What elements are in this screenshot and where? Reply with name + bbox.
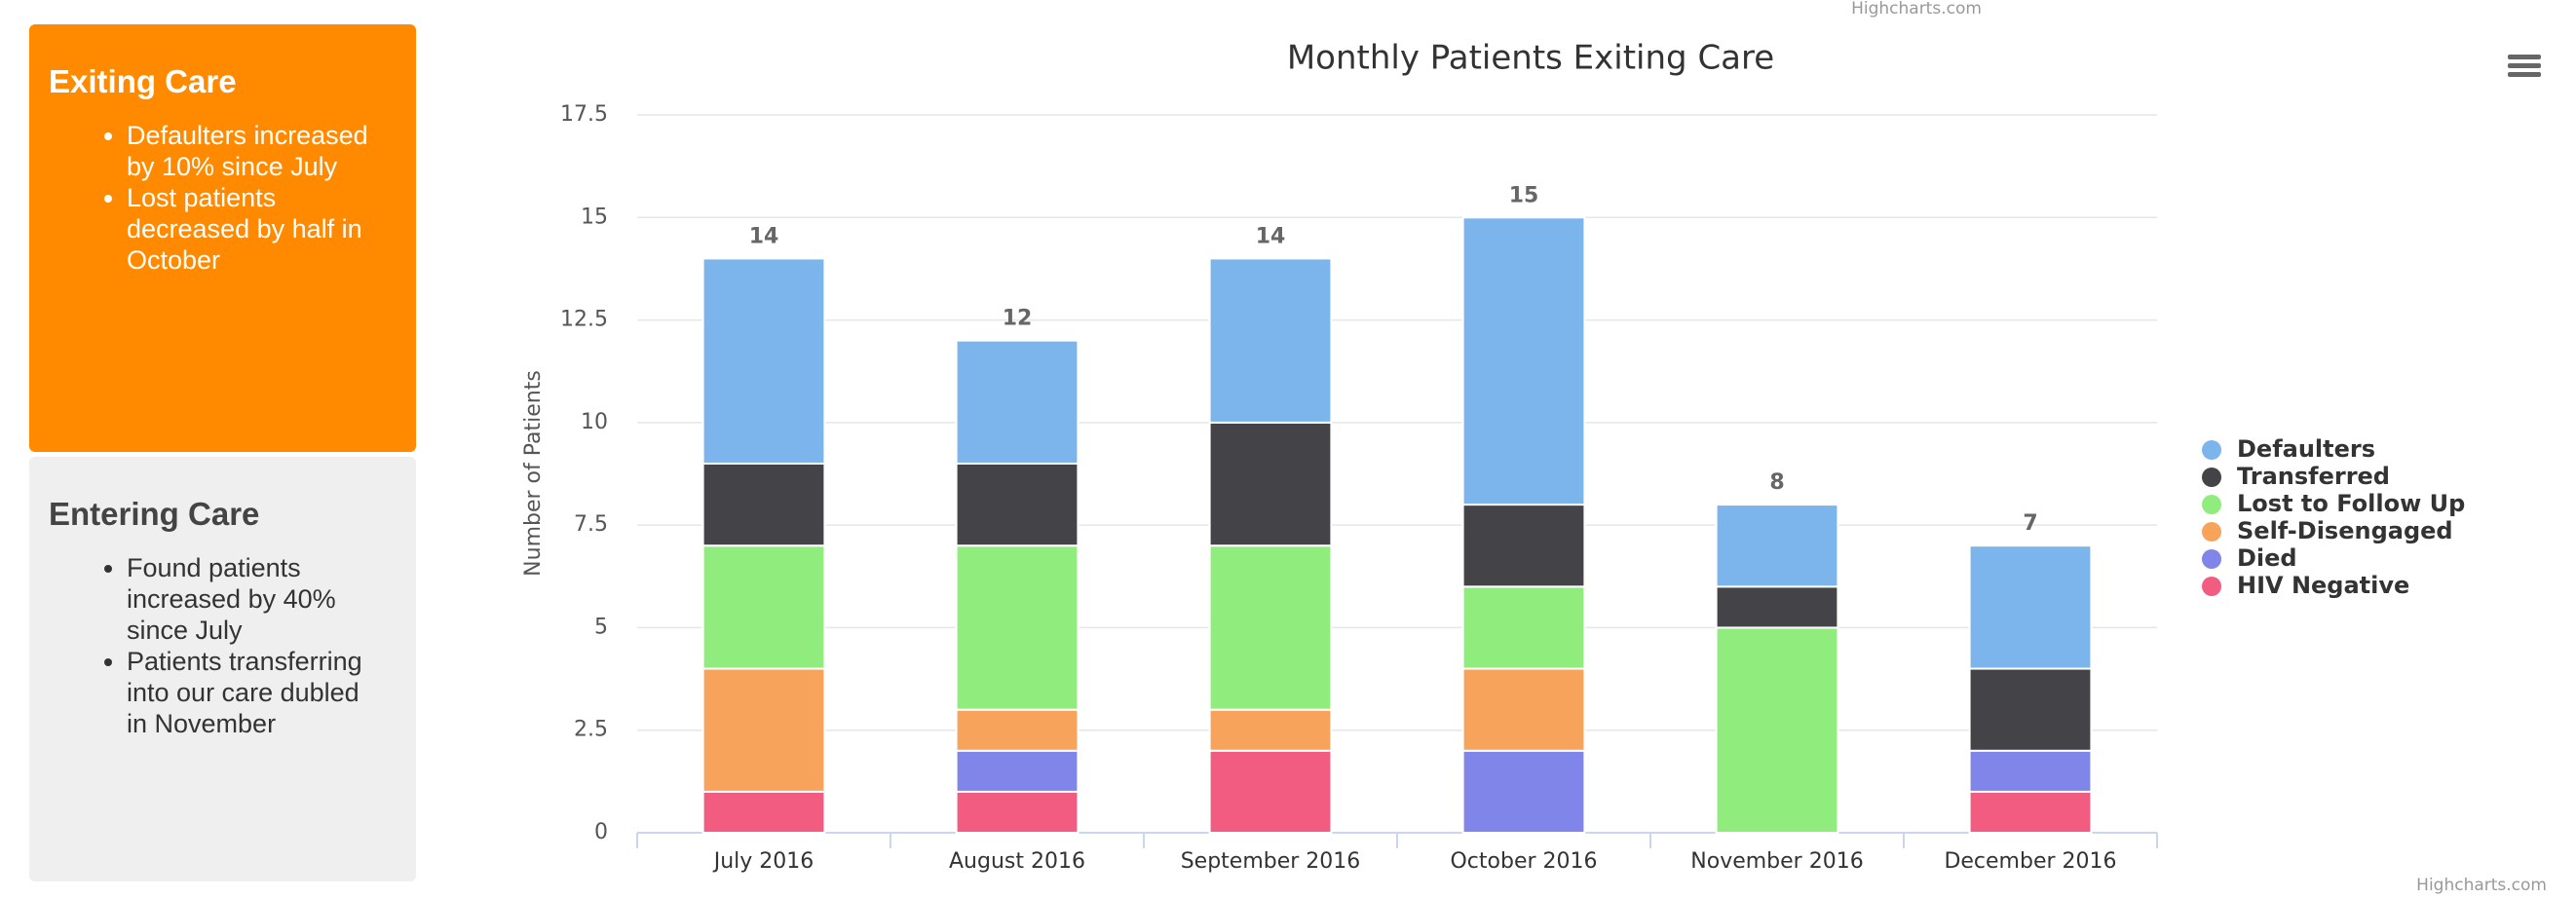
- menu-bar[interactable]: [2508, 63, 2541, 68]
- credits: Highcharts.com: [2416, 876, 2547, 895]
- x-tick-label: October 2016: [1450, 849, 1597, 874]
- bar-segment: [1968, 667, 2093, 752]
- legend-marker: [2202, 495, 2221, 514]
- bar-segment: [1461, 667, 1586, 752]
- panel-title: Entering Care: [49, 496, 260, 532]
- y-tick-label: 2.5: [574, 718, 608, 742]
- stack-total: 15: [1509, 183, 1539, 207]
- y-tick-label: 15: [581, 205, 608, 229]
- bar-segment: [1208, 749, 1333, 834]
- bar-segment: [955, 462, 1080, 547]
- y-tick-label: 12.5: [560, 308, 608, 332]
- bar-segment: [701, 462, 826, 547]
- stack-total: 8: [1769, 470, 1784, 495]
- bar-segment: [1208, 421, 1333, 547]
- bullet: Lost patients decreased by half in Octob…: [127, 182, 387, 276]
- stack-total: 12: [1003, 307, 1033, 331]
- menu-bar[interactable]: [2508, 72, 2541, 77]
- stack-total: 14: [1256, 224, 1286, 248]
- bar-segment: [701, 790, 826, 835]
- y-tick-label: 0: [594, 820, 608, 844]
- legend-label[interactable]: HIV Negative: [2237, 572, 2409, 599]
- x-tick-label: December 2016: [1944, 849, 2116, 874]
- bar-segment: [1715, 504, 1839, 588]
- legend-label[interactable]: Defaulters: [2237, 435, 2375, 463]
- panel-title: Exiting Care: [49, 63, 237, 99]
- y-tick-label: 10: [581, 410, 608, 434]
- bullet: Patients transferring into our care dubl…: [127, 646, 387, 739]
- bullet: Found patients increased by 40% since Ju…: [127, 552, 387, 646]
- menu-button[interactable]: [2508, 55, 2541, 77]
- bar-segment: [1208, 708, 1333, 752]
- menu-bar[interactable]: [2508, 55, 2541, 59]
- x-tick-label: July 2016: [712, 849, 814, 874]
- bar-segment: [955, 544, 1080, 711]
- bar-segment: [955, 749, 1080, 793]
- bar-segment: [1208, 544, 1333, 711]
- bar-segment: [1968, 749, 2093, 793]
- bar-segment: [701, 667, 826, 793]
- x-tick-label: September 2016: [1181, 849, 1361, 874]
- stack-total: 7: [2023, 511, 2037, 536]
- y-axis-title: Number of Patients: [521, 370, 546, 577]
- bar-segment: [1715, 585, 1839, 629]
- legend-label[interactable]: Lost to Follow Up: [2237, 490, 2465, 517]
- bar-segment: [1715, 626, 1839, 835]
- exiting-panel: Exiting Care Defaulters increased by 10%…: [29, 24, 416, 452]
- bar-segment: [1968, 790, 2093, 835]
- legend-marker: [2202, 440, 2221, 460]
- stack-total: 14: [749, 224, 779, 248]
- legend-marker: [2202, 549, 2221, 569]
- bar-segment: [955, 790, 1080, 835]
- bar-segment: [1461, 585, 1586, 670]
- credits-top: Highcharts.com: [1851, 0, 1982, 19]
- legend-label[interactable]: Self-Disengaged: [2237, 517, 2453, 544]
- bar-segment: [701, 257, 826, 465]
- legend-marker: [2202, 468, 2221, 487]
- bullet: Defaulters increased by 10% since July: [127, 120, 387, 182]
- y-tick-label: 17.5: [560, 102, 608, 127]
- bar-segment: [1968, 544, 2093, 670]
- legend-label[interactable]: Died: [2237, 544, 2297, 572]
- y-tick-label: 5: [594, 615, 608, 639]
- bar-segment: [1461, 504, 1586, 588]
- bar-segment: [1461, 216, 1586, 506]
- bar-segment: [1208, 257, 1333, 424]
- x-tick-label: August 2016: [949, 849, 1085, 874]
- legend-marker: [2202, 522, 2221, 542]
- bar-segment: [955, 708, 1080, 752]
- bar-segment: [955, 339, 1080, 465]
- x-tick-label: November 2016: [1690, 849, 1863, 874]
- y-tick-label: 7.5: [574, 512, 608, 537]
- entering-panel: Entering Care Found patients increased b…: [29, 457, 416, 881]
- bullet-list: Defaulters increased by 10% since July L…: [49, 120, 416, 276]
- legend-marker: [2202, 577, 2221, 596]
- legend-label[interactable]: Transferred: [2237, 463, 2390, 490]
- bullet-list: Found patients increased by 40% since Ju…: [49, 552, 416, 739]
- chart-title: Monthly Patients Exiting Care: [1287, 39, 1774, 78]
- bar-segment: [1461, 749, 1586, 834]
- bar-segment: [701, 544, 826, 670]
